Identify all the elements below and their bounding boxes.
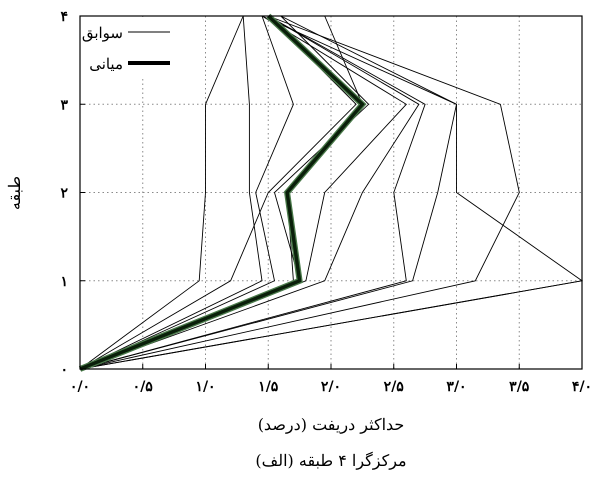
y-tick-label: ۲ <box>60 186 68 202</box>
axis-ticks: ۰/۰ ۰/۵ ۱/۰ ۱/۵ ۲/۰ ۲/۵ ۳/۰ ۳/۵ ۴/۰ ۰ ۱ ۲ ۳ ۴ <box>60 9 592 395</box>
y-axis-title: طبقه <box>5 176 24 210</box>
record-line <box>79 15 244 370</box>
x-tick-label: ۲/۰ <box>321 379 341 395</box>
legend-box <box>81 17 173 79</box>
x-tick-label: ۲/۵ <box>384 379 405 395</box>
x-tick-label: ۳/۰ <box>446 379 466 395</box>
record-line <box>79 15 520 370</box>
legend-label-median: میانی <box>89 55 123 73</box>
median-series <box>78 13 367 372</box>
record-line <box>79 15 294 370</box>
y-tick-label: ۰ <box>60 362 68 378</box>
x-tick-label: ۰/۵ <box>133 379 154 395</box>
x-tick-label: ۰/۰ <box>70 379 90 395</box>
x-tick-label: ۱/۰ <box>195 379 215 395</box>
record-line <box>79 15 426 370</box>
x-axis-title: حداکثر دریفت (درصد) <box>258 415 405 434</box>
chart-caption: (الف) مرکزگرا ۴ طبقه <box>255 451 406 470</box>
y-tick-label: ۳ <box>60 97 68 113</box>
record-line <box>79 15 263 370</box>
record-line <box>79 15 458 370</box>
legend-label-records: سوابق <box>82 24 123 42</box>
record-line <box>79 15 420 370</box>
median-line <box>79 14 365 371</box>
x-tick-label: ۱/۵ <box>258 379 279 395</box>
y-tick-label: ۴ <box>60 9 68 25</box>
y-tick-label: ۱ <box>60 274 68 290</box>
x-tick-label: ۳/۵ <box>509 379 530 395</box>
x-tick-label: ۴/۰ <box>572 379 592 395</box>
legend: سوابق میانی <box>81 17 173 79</box>
